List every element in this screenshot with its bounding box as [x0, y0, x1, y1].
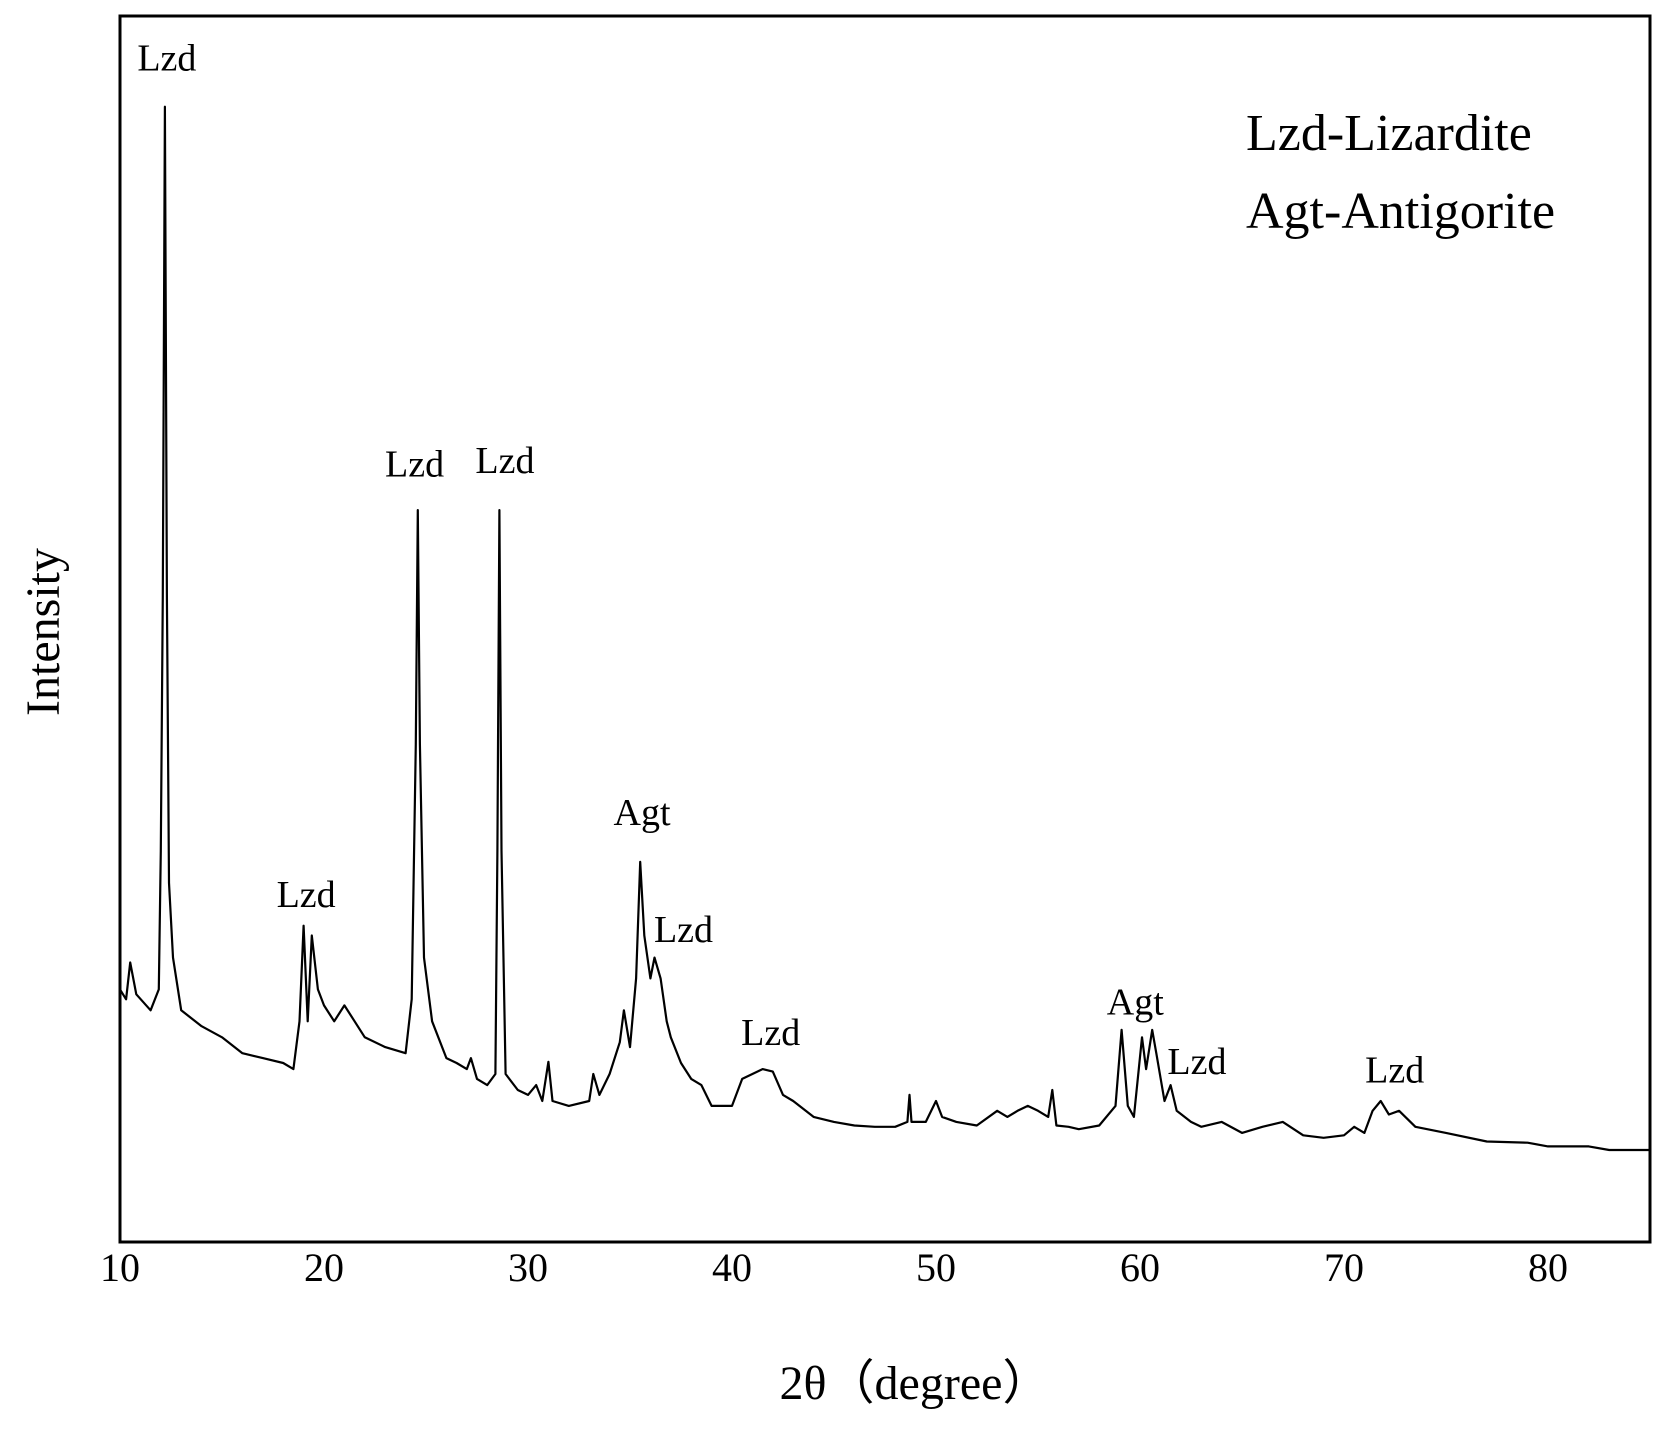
x-axis-label: 2θ（degree）	[780, 1357, 1051, 1410]
peak-label: Lzd	[137, 37, 196, 79]
y-axis-label: Intensity	[17, 548, 70, 716]
peak-label: Lzd	[1365, 1049, 1424, 1091]
x-tick-label: 60	[1120, 1245, 1160, 1290]
x-tick-label: 50	[916, 1245, 956, 1290]
x-tick-label: 40	[712, 1245, 752, 1290]
peak-label: Agt	[614, 792, 671, 834]
x-tick-label: 20	[304, 1245, 344, 1290]
x-tick-label: 10	[100, 1245, 140, 1290]
peak-label: Lzd	[277, 874, 336, 916]
peak-label: Lzd	[475, 440, 534, 482]
x-tick-label: 80	[1528, 1245, 1568, 1290]
key-text: Lzd-Lizardite	[1246, 105, 1532, 162]
plot-frame	[118, 14, 1652, 1244]
peak-label: Agt	[1107, 981, 1164, 1023]
peak-label: Lzd	[654, 909, 713, 951]
x-tick-label: 30	[508, 1245, 548, 1290]
peak-label: Lzd	[1167, 1041, 1226, 1083]
xrd-line	[119, 105, 1650, 1152]
peak-label: Lzd	[741, 1012, 800, 1054]
key-text: Agt-Antigorite	[1246, 183, 1555, 240]
peak-label: Lzd	[385, 443, 444, 485]
x-tick-label: 70	[1324, 1245, 1364, 1290]
